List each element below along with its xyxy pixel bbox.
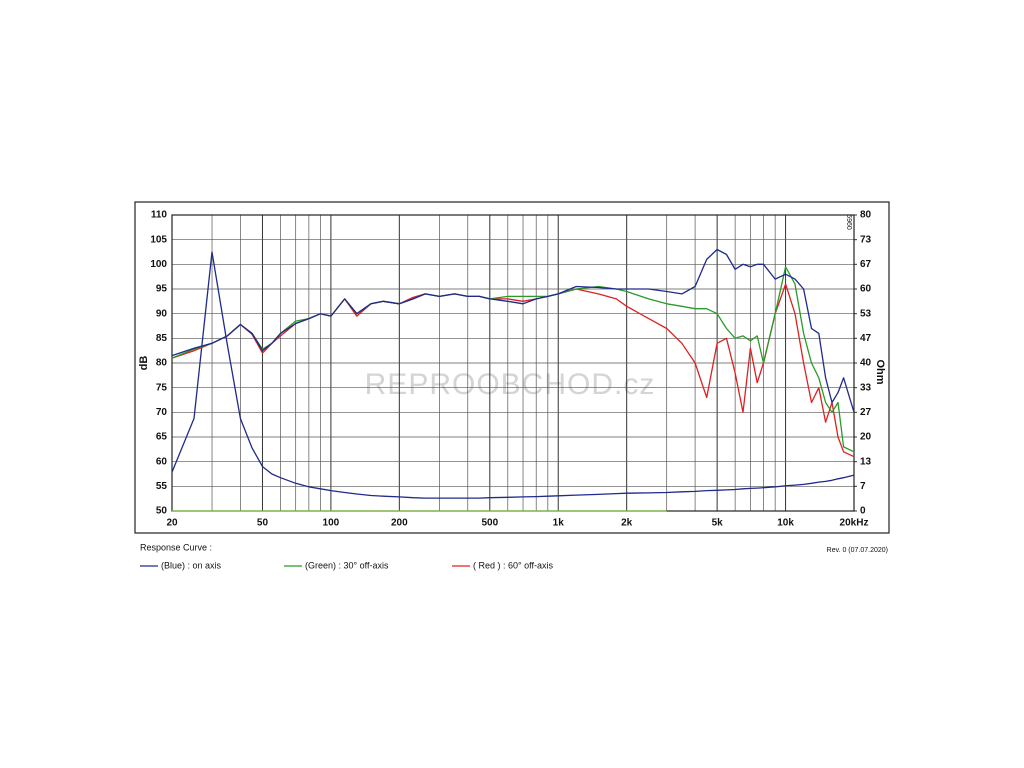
x-tick-label: 1k xyxy=(553,518,565,529)
legend-label: (Green) : 30° off-axis xyxy=(305,560,389,570)
watermark: REPROOBCHOD.cz xyxy=(365,368,656,401)
y-tick-label: 75 xyxy=(156,382,168,393)
x-tick-label: 100 xyxy=(323,518,340,529)
x-tick-label: 50 xyxy=(257,518,269,529)
y-tick-label: 95 xyxy=(156,284,168,295)
y2-tick-label: 53 xyxy=(860,308,872,319)
legend-label: (Blue) : on axis xyxy=(161,560,222,570)
y2-tick-label: 33 xyxy=(860,382,872,393)
y-tick-label: 65 xyxy=(156,432,168,443)
x-tick-label: 500 xyxy=(481,518,498,529)
y-tick-label: 50 xyxy=(156,506,168,517)
series-line xyxy=(171,251,855,499)
y2-tick-label: 0 xyxy=(860,506,866,517)
legend-label: ( Red ) : 60° off-axis xyxy=(473,560,553,570)
y-tick-label: 85 xyxy=(156,333,168,344)
y-tick-label: 100 xyxy=(150,259,167,270)
y-tick-label: 105 xyxy=(150,234,167,245)
x-tick-label: 20 xyxy=(166,518,178,529)
code: 5960 xyxy=(845,214,852,230)
y2-tick-label: 73 xyxy=(860,234,872,245)
y-tick-label: 80 xyxy=(156,358,168,369)
y2-axis-label: Ohm xyxy=(874,359,886,384)
y2-tick-label: 13 xyxy=(860,456,872,467)
x-tick-label: 200 xyxy=(391,518,408,529)
x-tick-label: 20kHz xyxy=(840,518,869,529)
y2-tick-label: 67 xyxy=(860,259,872,270)
x-tick-label: 2k xyxy=(621,518,633,529)
y-tick-label: 70 xyxy=(156,407,168,418)
x-tick-label: 10k xyxy=(777,518,794,529)
y2-tick-label: 40 xyxy=(860,358,872,369)
chart-title: Response Curve : xyxy=(140,542,212,552)
y2-tick-label: 60 xyxy=(860,284,872,295)
y-tick-label: 55 xyxy=(156,481,168,492)
x-tick-label: 5k xyxy=(712,518,724,529)
series-line xyxy=(171,248,855,413)
y-tick-label: 90 xyxy=(156,308,168,319)
y2-tick-label: 7 xyxy=(860,481,866,492)
note: Rev. 0 (07.07.2020) xyxy=(827,547,888,554)
y-axis-label: dB xyxy=(138,356,150,371)
y-tick-label: 60 xyxy=(156,456,168,467)
y2-tick-label: 80 xyxy=(860,210,872,221)
y-tick-label: 110 xyxy=(151,210,168,221)
y2-tick-label: 20 xyxy=(860,432,872,443)
y2-tick-label: 27 xyxy=(860,407,872,418)
y2-tick-label: 47 xyxy=(860,333,872,344)
